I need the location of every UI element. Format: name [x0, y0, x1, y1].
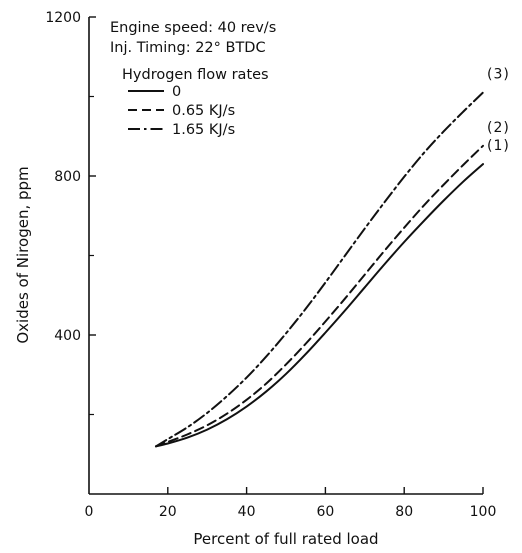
y-tick-label: 800: [54, 169, 81, 185]
x-tick-label: 20: [159, 504, 177, 520]
legend: 0 0.65 KJ/s 1.65 KJ/s: [128, 84, 235, 138]
y-tick-label: 400: [54, 328, 81, 344]
series-lines: [154, 91, 484, 448]
x-tick-label: 80: [395, 504, 413, 520]
curve-label-3: (3): [487, 67, 510, 83]
annotation-injection-timing: Inj. Timing: 22° BTDC: [110, 40, 266, 56]
x-tick-label: 0: [85, 504, 94, 520]
x-tick-label: 100: [470, 504, 497, 520]
series-line-3: [154, 91, 484, 448]
y-axis-title: Oxides of Nirogen, ppm: [14, 166, 32, 343]
curve-labels: (1) (2) (3): [487, 67, 510, 155]
x-tick-label: 60: [316, 504, 334, 520]
series-line-2: [154, 144, 484, 448]
legend-label-1: 0: [172, 84, 181, 100]
y-tick-label: 1200: [45, 10, 81, 26]
curve-label-1: (1): [487, 138, 510, 154]
annotation-engine-speed: Engine speed: 40 rev/s: [110, 20, 276, 36]
legend-label-3: 1.65 KJ/s: [172, 122, 235, 138]
legend-label-2: 0.65 KJ/s: [172, 103, 235, 119]
x-axis-ticks: 0 20 40 60 80 100: [85, 487, 497, 520]
y-axis-ticks: 400 800 1200: [45, 10, 96, 416]
x-tick-label: 40: [238, 504, 256, 520]
series-line-1: [154, 163, 484, 448]
legend-title: Hydrogen flow rates: [122, 67, 269, 83]
x-axis-title: Percent of full rated load: [193, 530, 378, 548]
curve-label-2: (2): [487, 120, 510, 136]
